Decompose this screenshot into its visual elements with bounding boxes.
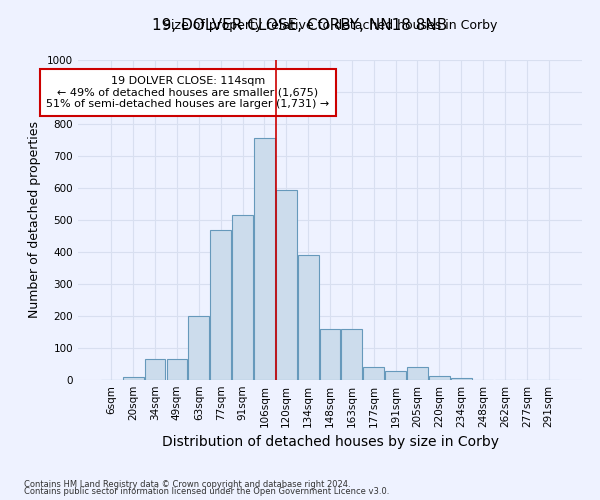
Title: Size of property relative to detached houses in Corby: Size of property relative to detached ho…	[163, 20, 497, 32]
Text: Contains public sector information licensed under the Open Government Licence v3: Contains public sector information licen…	[24, 487, 389, 496]
Y-axis label: Number of detached properties: Number of detached properties	[28, 122, 41, 318]
Bar	[145, 359, 166, 380]
Bar	[167, 359, 187, 380]
Bar	[341, 329, 362, 380]
Bar	[451, 378, 472, 380]
Bar	[276, 190, 296, 380]
Bar	[254, 138, 275, 380]
Bar	[429, 376, 450, 380]
Text: Contains HM Land Registry data © Crown copyright and database right 2024.: Contains HM Land Registry data © Crown c…	[24, 480, 350, 489]
Bar	[320, 329, 340, 380]
Bar	[385, 372, 406, 380]
Text: 19, DOLVER CLOSE, CORBY, NN18 8NB: 19, DOLVER CLOSE, CORBY, NN18 8NB	[152, 18, 448, 32]
Bar	[407, 366, 428, 380]
Bar	[298, 255, 319, 380]
Text: 19 DOLVER CLOSE: 114sqm
← 49% of detached houses are smaller (1,675)
51% of semi: 19 DOLVER CLOSE: 114sqm ← 49% of detache…	[46, 76, 329, 109]
Bar	[232, 215, 253, 380]
Bar	[123, 377, 143, 380]
Bar	[210, 230, 231, 380]
Bar	[364, 367, 384, 380]
X-axis label: Distribution of detached houses by size in Corby: Distribution of detached houses by size …	[161, 436, 499, 450]
Bar	[188, 316, 209, 380]
